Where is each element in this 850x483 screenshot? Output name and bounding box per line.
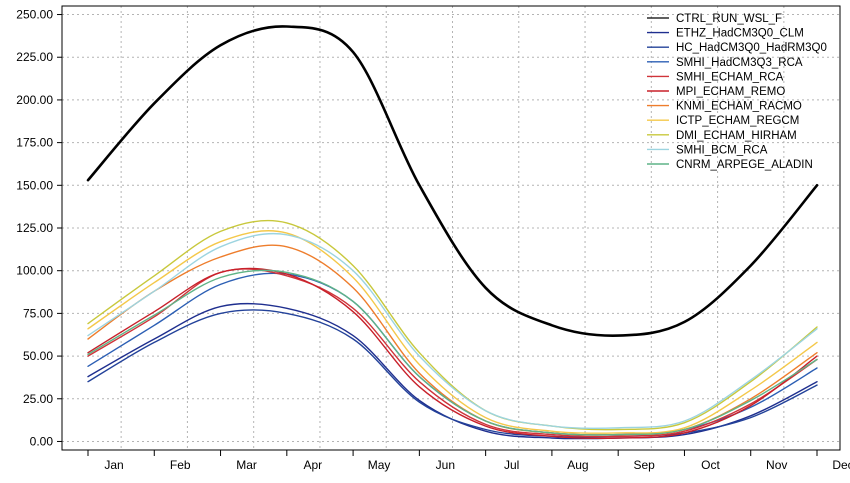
series-line-ictp-echam-regcm — [87, 230, 818, 435]
y-tick-label: 100.00 — [16, 264, 53, 278]
y-tick-label: 250.00 — [16, 8, 53, 22]
y-tick-label: 25.00 — [23, 392, 53, 406]
x-tick-label: Aug — [567, 458, 588, 472]
x-tick-label: Dec — [832, 458, 850, 472]
x-tick-label: Jan — [104, 458, 123, 472]
y-tick-label: 200.00 — [16, 93, 53, 107]
y-tick-label: 150.00 — [16, 178, 53, 192]
y-tick-label: 75.00 — [23, 306, 53, 320]
x-axis: Jan Feb Mar Apr May Jun Jul Aug Sep Oct Nov Dec — [87, 450, 850, 472]
grid-lines — [62, 6, 840, 450]
legend-label: KNMI_ECHAM_RACMO — [676, 101, 802, 113]
legend-label: CNRM_ARPEGE_ALADIN — [676, 159, 813, 171]
x-tick-label: Sep — [634, 458, 656, 472]
legend-label: ETHZ_HadCM3Q0_CLM — [676, 28, 804, 40]
y-tick-label: 50.00 — [23, 349, 53, 363]
legend-label: HC_HadCM3Q0_HadRM3Q0 — [676, 42, 827, 54]
x-tick-label: Mar — [236, 458, 257, 472]
series-line-smhi-bcm-rca — [87, 232, 818, 430]
legend-label: MPI_ECHAM_REMO — [676, 86, 785, 98]
x-tick-label: Oct — [701, 458, 720, 472]
x-tick-label: Jun — [436, 458, 455, 472]
legend-label: CTRL_RUN_WSL_F — [676, 13, 782, 25]
y-tick-label: 125.00 — [16, 221, 53, 235]
x-tick-label: Nov — [766, 458, 787, 472]
legend: CTRL_RUN_WSL_F ETHZ_HadCM3Q0_CLM HC_HadCM3… — [647, 13, 827, 171]
series-line-ctrl-run-wsl-f — [86, 25, 819, 337]
y-axis: 0.00 25.00 50.00 75.00 100.00 125.00 150.00 175… — [16, 8, 62, 448]
legend-label: ICTP_ECHAM_REGCM — [676, 115, 799, 127]
legend-label: SMHI_ECHAM_RCA — [676, 71, 784, 83]
x-tick-label: May — [368, 458, 391, 472]
y-tick-label: 175.00 — [16, 136, 53, 150]
legend-label: DMI_ECHAM_HIRHAM — [676, 130, 797, 142]
y-tick-label: 0.00 — [30, 434, 54, 448]
legend-label: SMHI_HadCM3Q3_RCA — [676, 57, 803, 69]
series-lines — [86, 25, 819, 440]
series-line-dmi-echam-hirham — [87, 219, 818, 431]
legend-label: SMHI_BCM_RCA — [676, 144, 768, 156]
x-tick-label: Feb — [170, 458, 191, 472]
y-tick-label: 225.00 — [16, 50, 53, 64]
series-line-mpi-echam-remo — [87, 267, 818, 439]
x-tick-label: Jul — [504, 458, 519, 472]
series-line-cnrm-arpege-aladin — [87, 269, 818, 436]
x-tick-label: Apr — [303, 458, 322, 472]
